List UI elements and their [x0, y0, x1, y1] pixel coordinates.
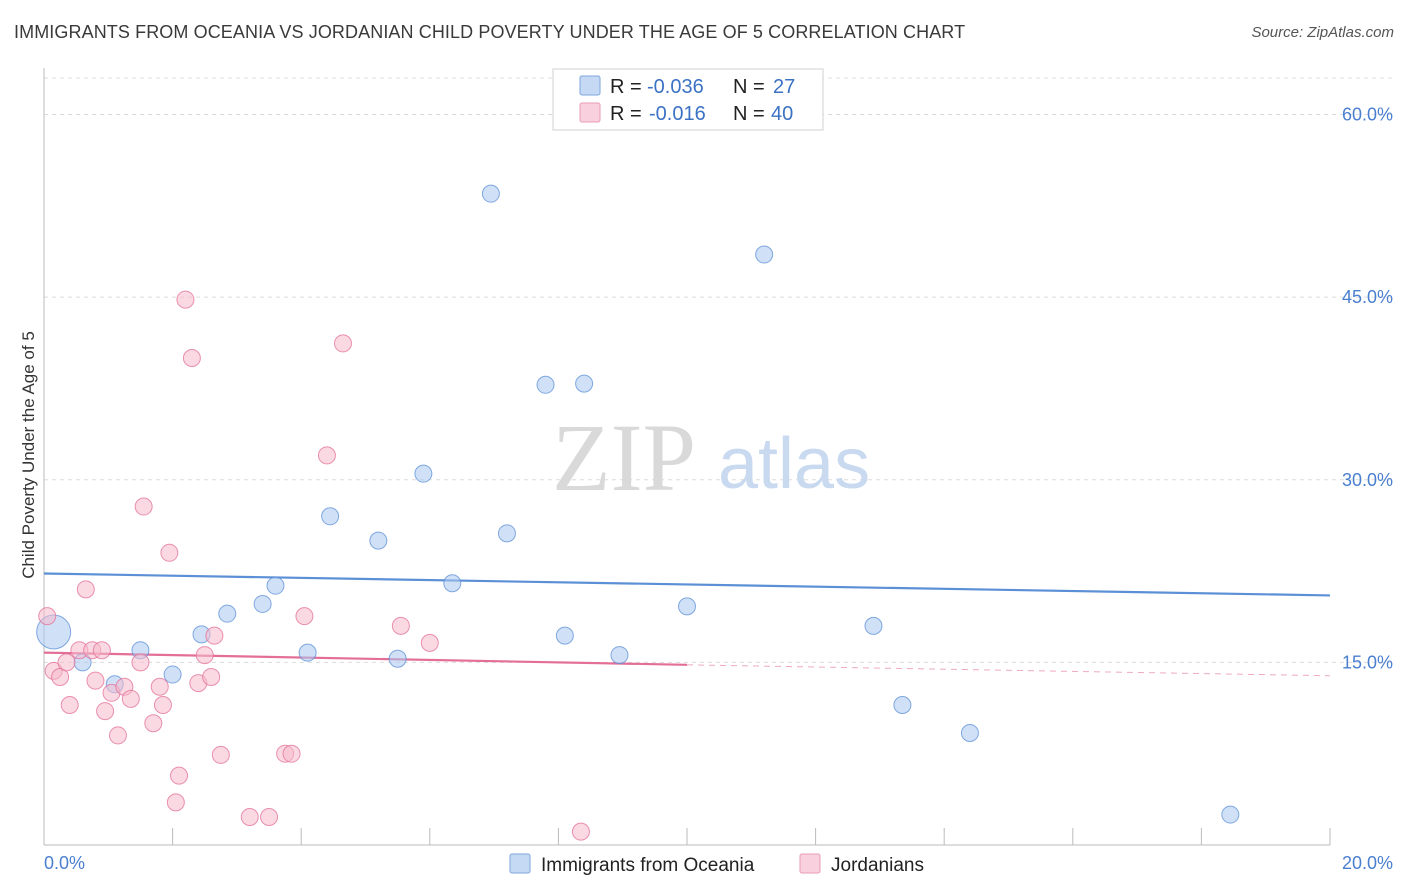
point-oceania — [443, 574, 462, 593]
point-oceania — [266, 576, 285, 595]
point-jordanians — [96, 702, 115, 721]
x-tick-label-min: 0.0% — [44, 853, 85, 873]
trend-line-1 — [43, 651, 688, 666]
watermark: ZIP atlas — [552, 404, 870, 511]
point-oceania — [388, 649, 407, 668]
chart-title: IMMIGRANTS FROM OCEANIA VS JORDANIAN CHI… — [14, 22, 966, 42]
point-jordanians — [205, 626, 224, 645]
legend-top: R = -0.036 N = 27 R = -0.016 N = 40 — [552, 68, 824, 131]
point-oceania — [555, 626, 574, 645]
legend-n-label-1: N = — [733, 76, 765, 98]
point-jordanians — [391, 616, 410, 635]
legend-n-value-2: 40 — [771, 103, 793, 125]
point-oceania — [864, 616, 883, 635]
point-jordanians — [86, 671, 105, 690]
point-jordanians — [76, 580, 95, 599]
point-jordanians — [202, 667, 221, 686]
y-tick-label: 30.0% — [1342, 470, 1393, 490]
legend-r-value-1: -0.036 — [647, 76, 704, 98]
point-oceania — [610, 646, 629, 665]
point-oceania — [369, 531, 388, 550]
legend-swatch-jordanians — [579, 102, 601, 123]
trend-line-0 — [43, 572, 1331, 597]
point-jordanians — [170, 766, 189, 785]
point-jordanians — [108, 726, 127, 745]
point-jordanians — [176, 290, 195, 309]
point-jordanians — [121, 689, 140, 708]
point-jordanians — [295, 607, 314, 626]
bottom-legend-label-jordanians: Jordanians — [831, 855, 924, 876]
point-oceania — [163, 665, 182, 684]
x-tick-label-max: 20.0% — [1342, 853, 1393, 873]
point-oceania — [755, 245, 774, 264]
point-oceania — [321, 507, 340, 526]
point-jordanians — [195, 646, 214, 665]
grid-lines — [44, 77, 1394, 663]
point-jordanians — [317, 446, 336, 465]
legend-r-label-2: R = — [610, 103, 642, 125]
point-jordanians — [166, 793, 185, 812]
data-points — [36, 184, 1240, 841]
trend-lines — [43, 572, 1331, 677]
point-oceania — [536, 375, 555, 394]
point-jordanians — [571, 822, 590, 841]
point-oceania — [481, 184, 500, 203]
point-oceania — [253, 594, 272, 613]
point-jordanians — [182, 349, 201, 368]
legend-swatch-oceania — [579, 75, 601, 96]
legend-bottom: Immigrants from Oceania Jordanians — [509, 853, 924, 876]
point-jordanians — [260, 807, 279, 826]
y-tick-label: 45.0% — [1342, 287, 1393, 307]
axes — [43, 68, 1331, 846]
point-jordanians — [240, 807, 259, 826]
point-jordanians — [131, 653, 150, 672]
y-tick-label: 15.0% — [1342, 652, 1393, 672]
legend-n-value-1: 27 — [773, 76, 795, 98]
watermark-zip: ZIP — [552, 404, 696, 511]
x-tick-labels: 0.0% 20.0% — [44, 853, 1393, 873]
point-jordanians — [144, 714, 163, 733]
bottom-legend-label-oceania: Immigrants from Oceania — [541, 855, 755, 876]
point-jordanians — [160, 543, 179, 562]
point-jordanians — [60, 695, 79, 714]
point-oceania — [960, 723, 979, 742]
point-jordanians — [134, 497, 153, 516]
point-oceania — [414, 464, 433, 483]
point-oceania — [497, 524, 516, 543]
point-jordanians — [57, 653, 76, 672]
point-jordanians — [211, 745, 230, 764]
point-oceania — [678, 597, 696, 616]
point-jordanians — [282, 744, 301, 763]
point-oceania — [1221, 805, 1240, 824]
point-jordanians — [420, 633, 439, 652]
point-jordanians — [153, 695, 172, 714]
chart-source: Source: ZipAtlas.com — [1251, 24, 1394, 41]
point-jordanians — [333, 334, 352, 353]
y-tick-labels: 15.0% 30.0% 45.0% 60.0% — [1342, 105, 1393, 673]
bottom-legend-swatch-oceania — [509, 853, 531, 874]
point-oceania — [298, 643, 317, 662]
point-jordanians — [150, 677, 169, 696]
legend-n-label-2: N = — [733, 103, 765, 125]
point-jordanians — [92, 641, 111, 660]
point-oceania — [893, 695, 912, 714]
y-tick-label: 60.0% — [1342, 105, 1393, 125]
trend-line-extension-1 — [686, 664, 1331, 677]
y-axis-label: Child Poverty Under the Age of 5 — [19, 331, 38, 579]
bottom-legend-swatch-jordanians — [799, 853, 821, 874]
legend-r-value-2: -0.016 — [649, 103, 706, 125]
legend-r-label-1: R = — [610, 76, 642, 98]
watermark-atlas: atlas — [718, 424, 870, 504]
point-oceania — [575, 374, 594, 393]
point-oceania — [218, 604, 237, 623]
point-jordanians — [38, 607, 57, 626]
